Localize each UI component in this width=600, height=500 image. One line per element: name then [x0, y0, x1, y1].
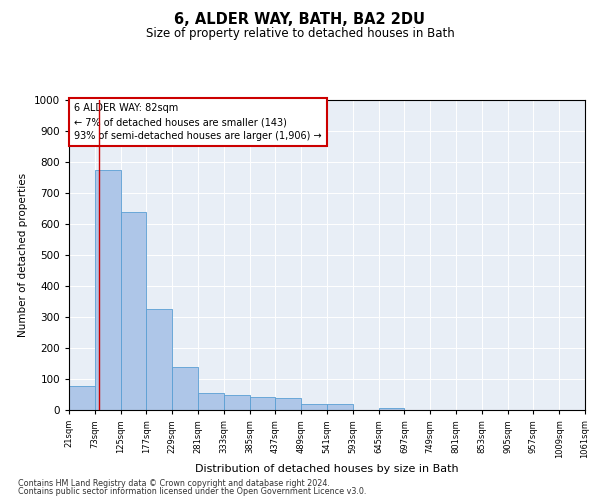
- Bar: [198, 393, 224, 410]
- Bar: [301, 404, 327, 410]
- Bar: [69, 386, 95, 410]
- Bar: [121, 212, 146, 410]
- Bar: [172, 366, 198, 410]
- Text: Contains HM Land Registry data © Crown copyright and database right 2024.: Contains HM Land Registry data © Crown c…: [18, 478, 330, 488]
- Text: Contains public sector information licensed under the Open Government Licence v3: Contains public sector information licen…: [18, 487, 367, 496]
- Bar: [146, 309, 172, 410]
- Bar: [275, 398, 301, 410]
- Text: 6 ALDER WAY: 82sqm
← 7% of detached houses are smaller (143)
93% of semi-detache: 6 ALDER WAY: 82sqm ← 7% of detached hous…: [74, 103, 322, 141]
- Text: 6, ALDER WAY, BATH, BA2 2DU: 6, ALDER WAY, BATH, BA2 2DU: [175, 12, 425, 28]
- X-axis label: Distribution of detached houses by size in Bath: Distribution of detached houses by size …: [195, 464, 459, 473]
- Bar: [224, 396, 250, 410]
- Bar: [250, 397, 275, 410]
- Bar: [95, 170, 121, 410]
- Bar: [327, 404, 353, 410]
- Bar: [379, 408, 404, 410]
- Text: Size of property relative to detached houses in Bath: Size of property relative to detached ho…: [146, 28, 454, 40]
- Y-axis label: Number of detached properties: Number of detached properties: [18, 173, 28, 337]
